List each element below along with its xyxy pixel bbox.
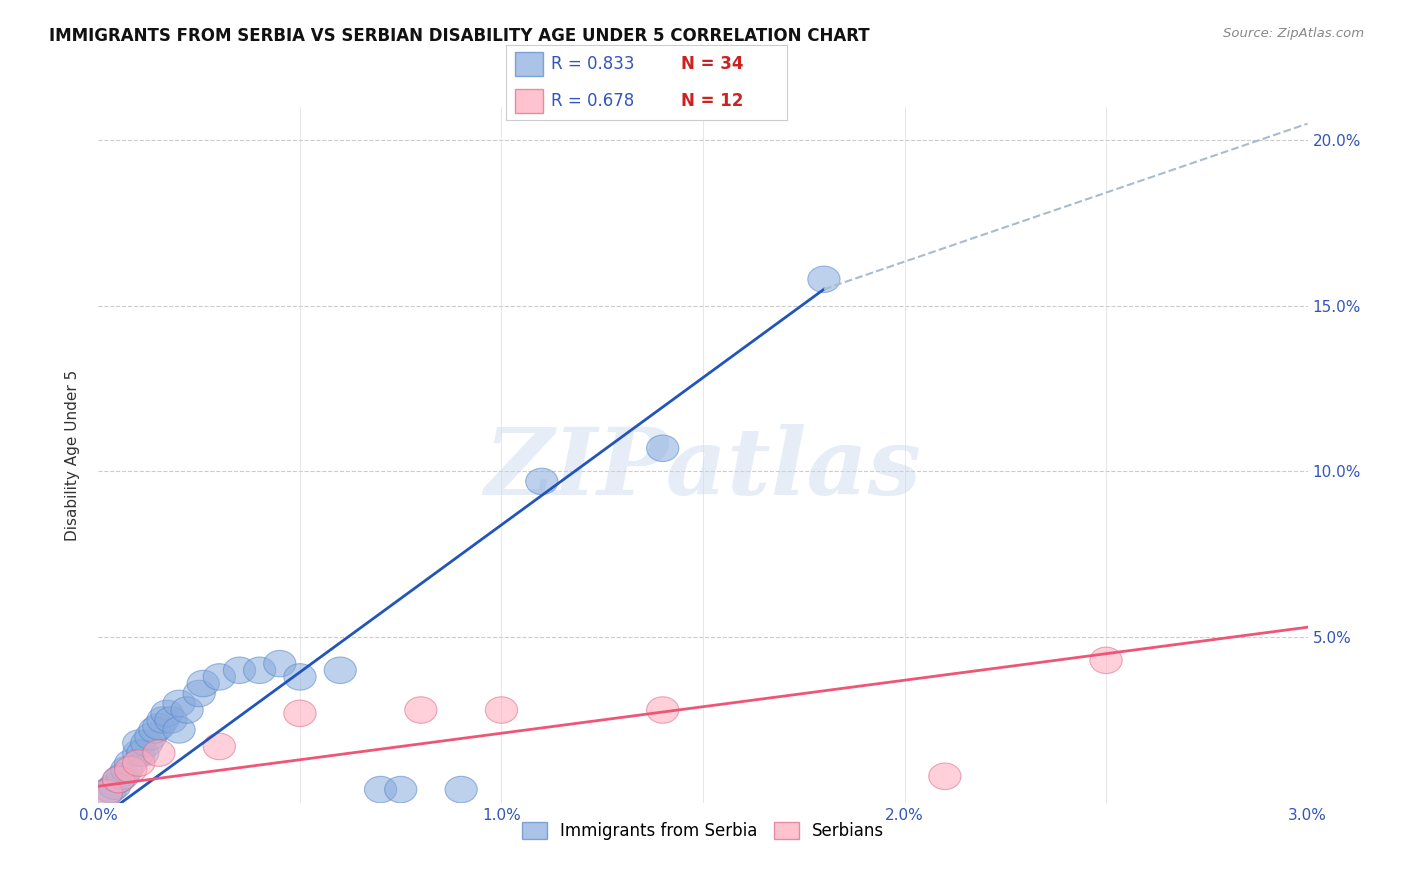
Ellipse shape — [485, 697, 517, 723]
Ellipse shape — [284, 664, 316, 690]
Ellipse shape — [135, 723, 167, 750]
Text: R = 0.678: R = 0.678 — [551, 92, 634, 110]
Ellipse shape — [325, 657, 356, 683]
Text: Source: ZipAtlas.com: Source: ZipAtlas.com — [1223, 27, 1364, 40]
Ellipse shape — [122, 750, 155, 776]
Ellipse shape — [90, 780, 122, 806]
Ellipse shape — [1090, 647, 1122, 673]
Y-axis label: Disability Age Under 5: Disability Age Under 5 — [65, 369, 80, 541]
Ellipse shape — [103, 766, 135, 793]
Ellipse shape — [139, 716, 172, 743]
Ellipse shape — [647, 697, 679, 723]
Ellipse shape — [103, 766, 135, 793]
Ellipse shape — [143, 714, 174, 739]
Legend: Immigrants from Serbia, Serbians: Immigrants from Serbia, Serbians — [515, 815, 891, 847]
Ellipse shape — [163, 690, 195, 716]
Text: ZIPatlas: ZIPatlas — [485, 424, 921, 514]
Ellipse shape — [364, 776, 396, 803]
Ellipse shape — [107, 763, 139, 789]
Ellipse shape — [155, 706, 187, 733]
Ellipse shape — [204, 664, 235, 690]
Ellipse shape — [284, 700, 316, 727]
Ellipse shape — [929, 763, 960, 789]
Ellipse shape — [111, 756, 143, 783]
Ellipse shape — [172, 697, 204, 723]
Ellipse shape — [526, 468, 558, 495]
Ellipse shape — [122, 730, 155, 756]
Ellipse shape — [264, 650, 295, 677]
Ellipse shape — [94, 776, 127, 803]
Ellipse shape — [114, 750, 146, 776]
Ellipse shape — [114, 756, 146, 783]
Ellipse shape — [187, 670, 219, 697]
Ellipse shape — [647, 435, 679, 461]
Ellipse shape — [143, 739, 174, 766]
Ellipse shape — [163, 716, 195, 743]
Text: N = 12: N = 12 — [681, 92, 742, 110]
Ellipse shape — [243, 657, 276, 683]
Ellipse shape — [131, 730, 163, 756]
Text: IMMIGRANTS FROM SERBIA VS SERBIAN DISABILITY AGE UNDER 5 CORRELATION CHART: IMMIGRANTS FROM SERBIA VS SERBIAN DISABI… — [49, 27, 870, 45]
Ellipse shape — [446, 776, 477, 803]
Text: R = 0.833: R = 0.833 — [551, 55, 634, 73]
Ellipse shape — [127, 739, 159, 766]
Ellipse shape — [98, 773, 131, 799]
Ellipse shape — [122, 739, 155, 766]
Ellipse shape — [204, 733, 235, 760]
Ellipse shape — [90, 780, 122, 806]
FancyBboxPatch shape — [515, 52, 543, 77]
Ellipse shape — [224, 657, 256, 683]
Ellipse shape — [385, 776, 416, 803]
FancyBboxPatch shape — [515, 88, 543, 112]
Ellipse shape — [405, 697, 437, 723]
Text: N = 34: N = 34 — [681, 55, 742, 73]
Ellipse shape — [150, 700, 183, 727]
Ellipse shape — [808, 266, 839, 293]
Ellipse shape — [146, 706, 179, 733]
Ellipse shape — [183, 681, 215, 706]
